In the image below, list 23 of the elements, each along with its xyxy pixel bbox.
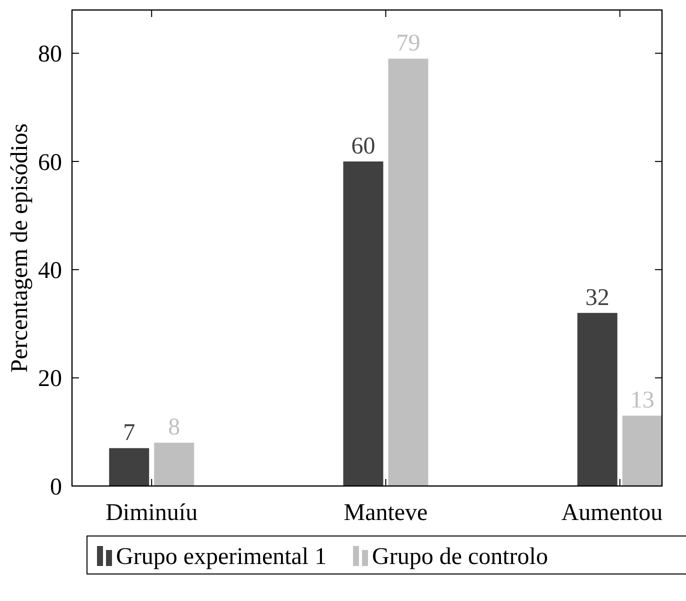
data-label: 60: [351, 133, 376, 160]
y-tick-label: 60: [38, 150, 62, 176]
bar: [622, 416, 662, 486]
legend-label: Grupo de controlo: [372, 544, 548, 570]
bar: [388, 58, 428, 486]
y-axis-title: Percentagem de episódios: [7, 123, 33, 373]
data-label: 8: [168, 414, 180, 441]
x-tick-label: Manteve: [344, 500, 428, 526]
data-label: 79: [396, 30, 420, 57]
y-tick-label: 80: [38, 42, 62, 68]
bar: [343, 161, 384, 486]
y-tick-label: 0: [50, 474, 62, 500]
bar: [109, 448, 150, 486]
y-tick-label: 40: [38, 258, 62, 284]
bar: [154, 442, 194, 486]
x-tick-label: Aumentou: [561, 500, 663, 526]
x-tick-label: Diminuíu: [106, 500, 198, 526]
bar: [577, 312, 618, 486]
data-label: 32: [585, 284, 610, 311]
y-tick-label: 20: [38, 366, 62, 392]
data-label: 13: [630, 388, 654, 414]
data-label: 7: [123, 420, 136, 446]
legend-label: Grupo experimental 1: [116, 544, 327, 570]
